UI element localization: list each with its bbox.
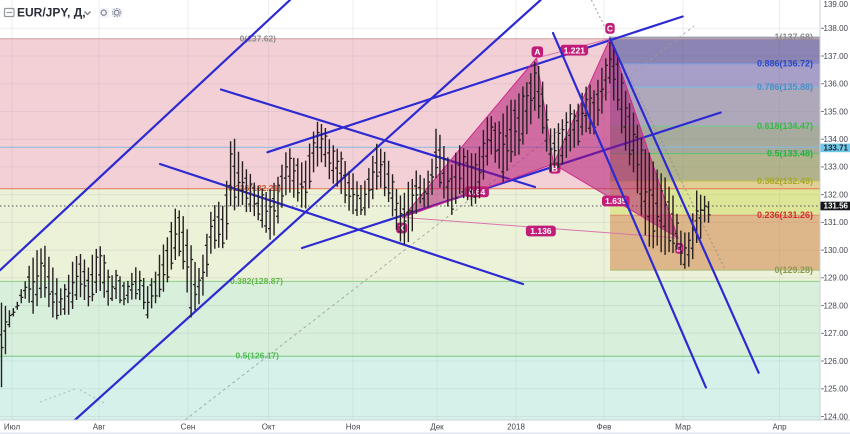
svg-text:129.00: 129.00 bbox=[824, 274, 849, 283]
svg-text:0.786(135.88): 0.786(135.88) bbox=[757, 82, 813, 92]
svg-text:Мар: Мар bbox=[675, 422, 691, 431]
svg-text:131.56: 131.56 bbox=[824, 201, 849, 210]
svg-text:127.00: 127.00 bbox=[824, 329, 849, 338]
svg-text:1.136: 1.136 bbox=[530, 226, 552, 236]
svg-text:134.00: 134.00 bbox=[824, 135, 849, 144]
svg-text:1(137.68): 1(137.68) bbox=[774, 32, 813, 42]
svg-text:Дек: Дек bbox=[430, 422, 444, 431]
svg-text:B: B bbox=[552, 163, 558, 173]
svg-text:130.00: 130.00 bbox=[824, 246, 849, 255]
svg-text:D: D bbox=[676, 244, 682, 254]
svg-text:126.00: 126.00 bbox=[824, 357, 849, 366]
svg-text:EUR/JPY, Д,: EUR/JPY, Д, bbox=[17, 6, 86, 20]
svg-text:0.382(128.87): 0.382(128.87) bbox=[230, 276, 283, 286]
svg-text:132.00: 132.00 bbox=[824, 190, 849, 199]
svg-text:Апр: Апр bbox=[772, 422, 787, 431]
svg-text:X: X bbox=[399, 223, 405, 233]
svg-text:131.00: 131.00 bbox=[824, 218, 849, 227]
svg-text:Окт: Окт bbox=[262, 422, 276, 431]
svg-text:1.221: 1.221 bbox=[564, 45, 586, 55]
svg-text:133.00: 133.00 bbox=[824, 163, 849, 172]
svg-text:Авг: Авг bbox=[93, 422, 106, 431]
svg-text:0(129.28): 0(129.28) bbox=[774, 265, 813, 275]
svg-text:Ноя: Ноя bbox=[346, 422, 361, 431]
svg-text:138.00: 138.00 bbox=[824, 24, 849, 33]
svg-text:124.00: 124.00 bbox=[824, 412, 849, 421]
svg-text:136.00: 136.00 bbox=[824, 80, 849, 89]
svg-text:139.00: 139.00 bbox=[824, 0, 849, 9]
svg-text:Сен: Сен bbox=[181, 422, 196, 431]
svg-text:Июл: Июл bbox=[4, 422, 21, 431]
svg-text:133.71: 133.71 bbox=[824, 143, 849, 152]
svg-text:135.00: 135.00 bbox=[824, 107, 849, 116]
svg-text:0.236(131.26): 0.236(131.26) bbox=[757, 210, 813, 220]
svg-text:125.00: 125.00 bbox=[824, 385, 849, 394]
svg-text:C: C bbox=[607, 24, 613, 34]
svg-text:1.635: 1.635 bbox=[605, 196, 627, 206]
svg-text:0.5(133.48): 0.5(133.48) bbox=[767, 148, 813, 158]
svg-text:Фев: Фев bbox=[597, 422, 612, 431]
svg-text:0.5(126.17): 0.5(126.17) bbox=[236, 351, 280, 361]
svg-text:2018: 2018 bbox=[507, 422, 525, 431]
svg-text:128.00: 128.00 bbox=[824, 301, 849, 310]
svg-text:137.00: 137.00 bbox=[824, 52, 849, 61]
svg-text:A: A bbox=[534, 47, 540, 57]
svg-text:0(137.62): 0(137.62) bbox=[240, 33, 277, 43]
svg-text:0.64: 0.64 bbox=[469, 187, 486, 197]
svg-text:0.382(132.49): 0.382(132.49) bbox=[757, 176, 813, 186]
svg-text:0.618(134.47): 0.618(134.47) bbox=[757, 121, 813, 131]
svg-text:0.886(136.72): 0.886(136.72) bbox=[757, 59, 813, 69]
